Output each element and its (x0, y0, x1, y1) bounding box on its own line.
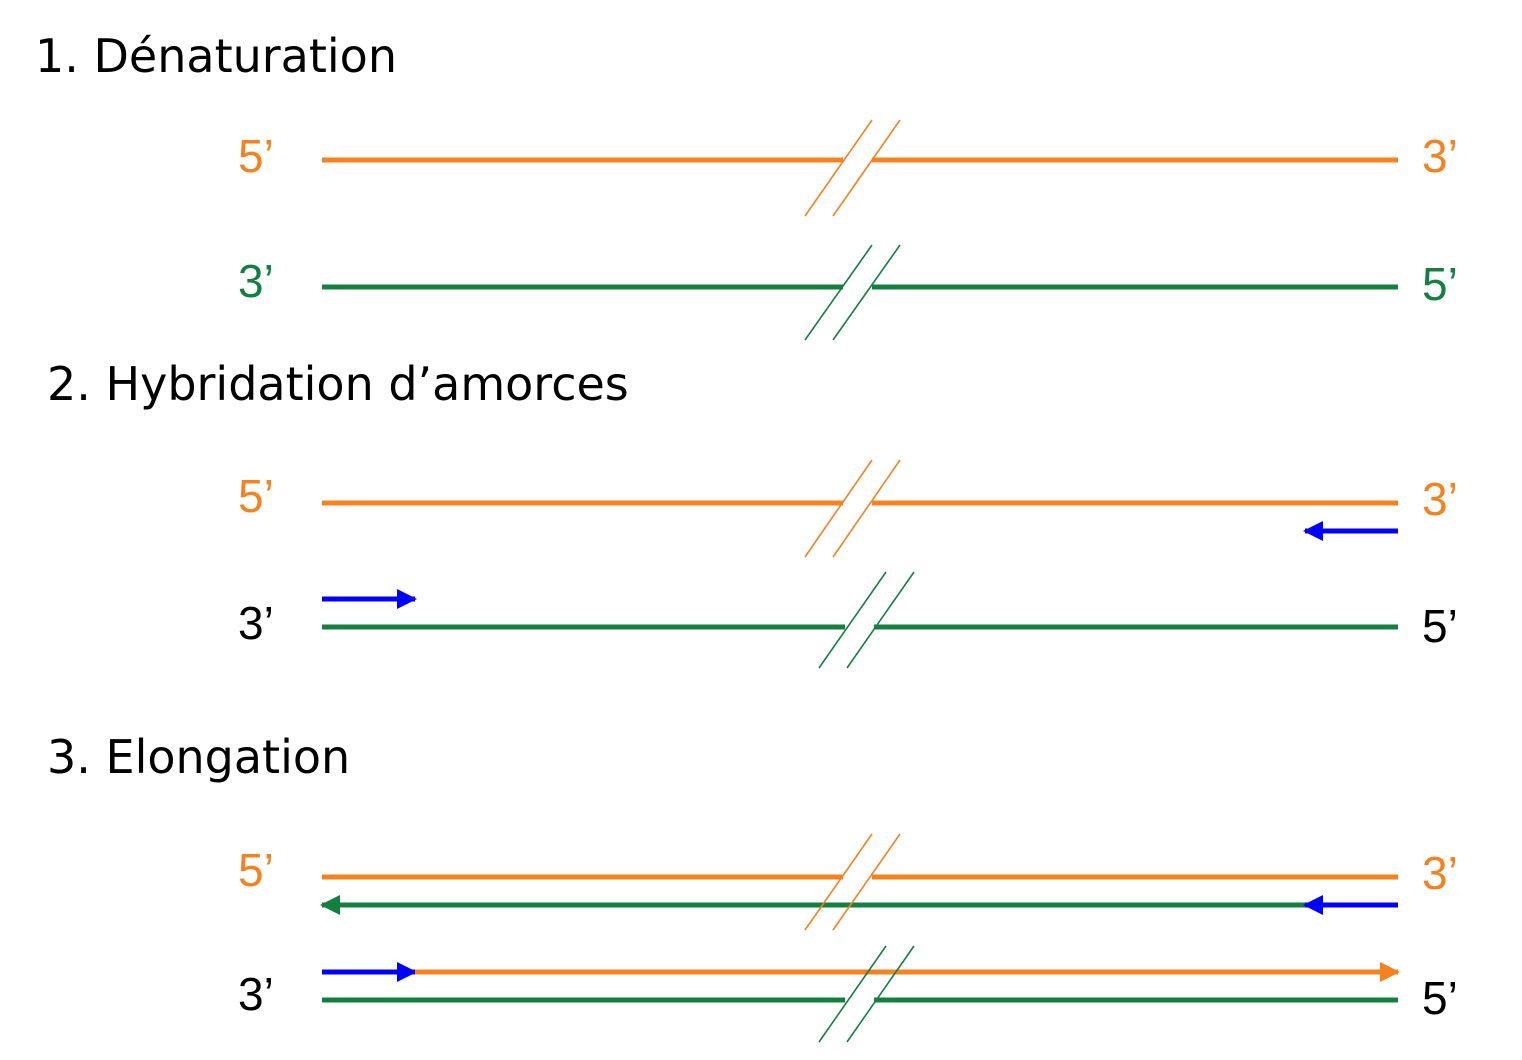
strand (322, 571, 1398, 669)
strand (322, 244, 1398, 341)
section-title: 1. Dénaturation (35, 29, 397, 83)
strand-end: 3’ (1422, 847, 1458, 899)
strand-end: 3’ (238, 255, 274, 307)
section-title: 3. Elongation (47, 730, 350, 784)
strand (322, 119, 1398, 217)
strand (322, 459, 1398, 558)
strand-end: 3’ (1422, 130, 1458, 182)
strand-end: 3’ (1422, 473, 1458, 525)
strand-end: 5’ (1422, 258, 1458, 310)
strand-end: 5’ (238, 470, 274, 522)
strand-end: 5’ (1422, 600, 1458, 652)
strand (322, 945, 1398, 1043)
strand-end: 5’ (238, 844, 274, 896)
strand-end: 3’ (238, 968, 274, 1020)
strand-end: 5’ (238, 130, 274, 182)
strand-end: 3’ (238, 597, 274, 649)
strand-end: 5’ (1422, 972, 1458, 1024)
section-title: 2. Hybridation d’amorces (47, 357, 629, 411)
